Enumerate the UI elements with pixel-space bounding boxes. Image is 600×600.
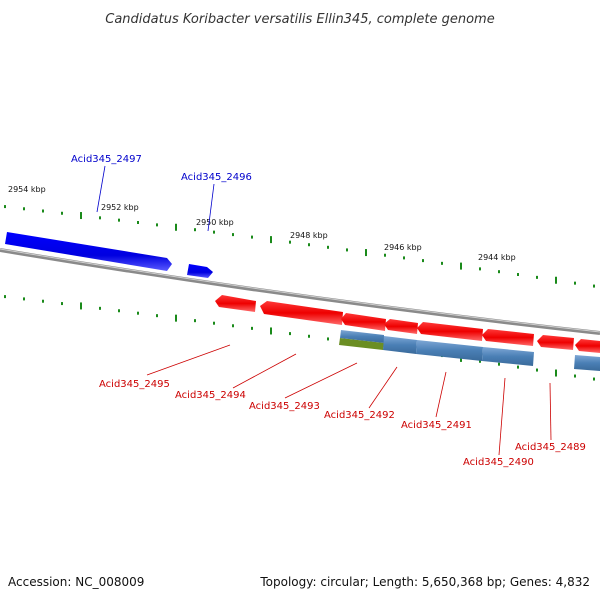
leader-line <box>232 353 297 389</box>
scale-label: 2950 kbp <box>196 218 234 227</box>
gene-label-acid345-2495[interactable]: Acid345_2495 <box>99 379 170 390</box>
gene-label-acid345-2496[interactable]: Acid345_2496 <box>181 172 252 183</box>
scale-labels: 2954 kbp 2952 kbp 2950 kbp 2948 kbp 2946… <box>8 185 516 262</box>
scale-label: 2954 kbp <box>8 185 46 194</box>
gene-label-acid345-2491[interactable]: Acid345_2491 <box>401 420 472 431</box>
gene-acid345-2497[interactable] <box>5 232 172 271</box>
scale-label: 2946 kbp <box>384 243 422 252</box>
gene-label-acid345-2489[interactable]: Acid345_2489 <box>515 442 586 453</box>
gene-acid345-2495[interactable] <box>215 295 256 312</box>
gene-acid345-2490[interactable] <box>482 329 534 346</box>
accession-label: Accession: NC_008009 <box>8 575 144 589</box>
gene-edge-partial[interactable] <box>575 339 600 353</box>
genome-backbone <box>0 248 600 335</box>
leader-line <box>435 371 447 418</box>
feature-olive <box>339 338 384 350</box>
feature-steelblue-4 <box>482 347 534 366</box>
scale-label: 2944 kbp <box>478 253 516 262</box>
gene-label-acid345-2497[interactable]: Acid345_2497 <box>71 154 142 165</box>
gene-label-acid345-2490[interactable]: Acid345_2490 <box>463 457 534 468</box>
leader-line <box>549 382 552 441</box>
gene-label-acid345-2494[interactable]: Acid345_2494 <box>175 390 246 401</box>
gene-label-acid345-2493[interactable]: Acid345_2493 <box>249 401 320 412</box>
leader-line <box>146 344 231 376</box>
scale-label: 2952 kbp <box>101 203 139 212</box>
leader-line <box>96 165 106 213</box>
gene-label-acid345-2492[interactable]: Acid345_2492 <box>324 410 395 421</box>
gene-acid345-2492[interactable] <box>384 319 418 334</box>
genome-summary: Topology: circular; Length: 5,650,368 bp… <box>259 575 590 589</box>
feature-track <box>339 330 600 371</box>
leader-line <box>368 366 398 409</box>
gene-acid345-2491[interactable] <box>417 322 483 341</box>
map-title: Candidatus Koribacter versatilis Ellin34… <box>105 12 494 27</box>
feature-steelblue-5 <box>574 355 600 371</box>
leader-line <box>284 362 358 399</box>
forward-labels: Acid345_2497 Acid345_2496 <box>71 154 252 232</box>
feature-steelblue-2 <box>383 336 417 354</box>
gene-acid345-2489[interactable] <box>537 335 574 350</box>
feature-steelblue-3 <box>416 340 483 361</box>
gene-acid345-2493[interactable] <box>341 313 386 331</box>
scale-label: 2948 kbp <box>290 231 328 240</box>
genome-backbone-highlight <box>0 248 600 333</box>
reverse-labels: Acid345_2495 Acid345_2494 Acid345_2493 A… <box>99 344 586 468</box>
leader-line <box>207 183 215 232</box>
leader-line <box>498 377 506 456</box>
forward-genes <box>5 232 213 278</box>
scale-ticks <box>4 205 595 381</box>
feature-steelblue-1 <box>340 330 384 343</box>
gene-acid345-2494[interactable] <box>260 301 343 325</box>
gene-acid345-2496[interactable] <box>187 264 213 278</box>
reverse-genes <box>215 295 600 353</box>
